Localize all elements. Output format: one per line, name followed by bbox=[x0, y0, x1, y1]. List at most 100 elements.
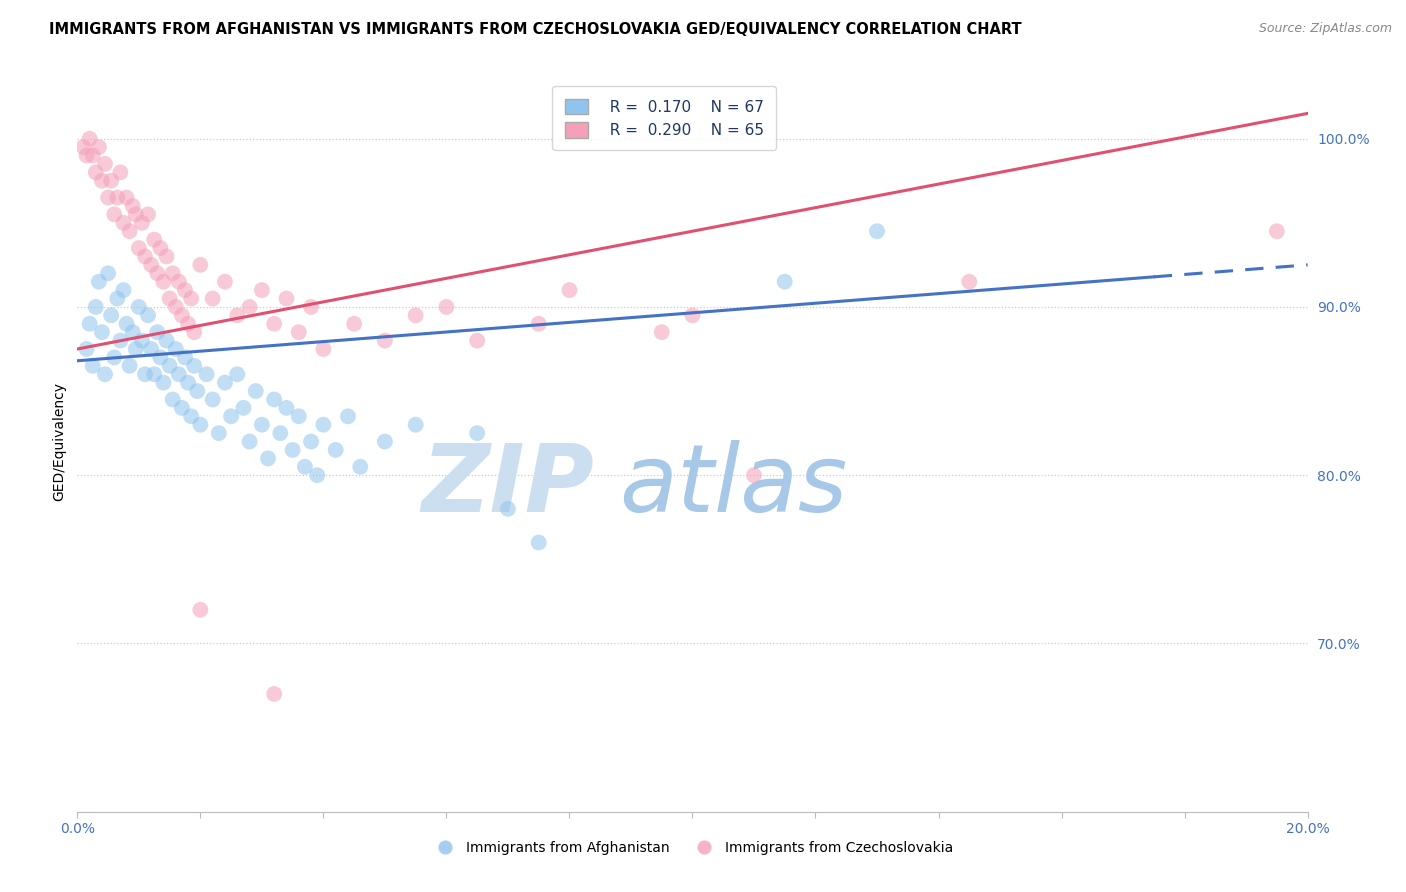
Point bbox=[167, 368, 190, 382]
Point bbox=[276, 401, 298, 415]
Y-axis label: GED/Equivalency: GED/Equivalency bbox=[52, 382, 66, 501]
Point bbox=[232, 401, 254, 415]
Point bbox=[94, 157, 117, 171]
Point bbox=[105, 190, 128, 204]
Point bbox=[219, 409, 242, 424]
Point bbox=[159, 292, 181, 306]
Point bbox=[263, 392, 285, 407]
Point bbox=[527, 535, 550, 549]
Point bbox=[170, 401, 193, 415]
Point bbox=[110, 165, 132, 179]
Point bbox=[288, 325, 311, 339]
Point bbox=[110, 334, 132, 348]
Point bbox=[226, 368, 249, 382]
Point bbox=[465, 426, 488, 441]
Point bbox=[136, 309, 159, 323]
Point bbox=[84, 165, 107, 179]
Point bbox=[170, 309, 193, 323]
Point bbox=[343, 317, 366, 331]
Point bbox=[180, 409, 202, 424]
Point bbox=[325, 442, 347, 457]
Point bbox=[152, 275, 174, 289]
Point bbox=[177, 317, 200, 331]
Point bbox=[281, 442, 304, 457]
Point bbox=[682, 309, 704, 323]
Point bbox=[167, 275, 190, 289]
Point bbox=[188, 417, 212, 432]
Point bbox=[115, 190, 138, 204]
Point bbox=[263, 317, 285, 331]
Point bbox=[134, 368, 156, 382]
Point bbox=[90, 325, 114, 339]
Point bbox=[121, 325, 143, 339]
Point bbox=[742, 468, 765, 483]
Point bbox=[97, 266, 120, 280]
Point bbox=[257, 451, 280, 466]
Point bbox=[374, 334, 396, 348]
Point bbox=[558, 283, 581, 297]
Point bbox=[651, 325, 673, 339]
Legend: Immigrants from Afghanistan, Immigrants from Czechoslovakia: Immigrants from Afghanistan, Immigrants … bbox=[426, 835, 959, 860]
Point bbox=[174, 283, 197, 297]
Point bbox=[165, 342, 187, 356]
Point bbox=[118, 359, 141, 373]
Point bbox=[312, 417, 335, 432]
Point bbox=[115, 317, 138, 331]
Text: ZIP: ZIP bbox=[422, 440, 595, 532]
Point bbox=[82, 359, 104, 373]
Point bbox=[374, 434, 396, 449]
Point bbox=[294, 459, 316, 474]
Point bbox=[465, 334, 488, 348]
Point bbox=[496, 501, 519, 516]
Point bbox=[159, 359, 181, 373]
Point bbox=[349, 459, 371, 474]
Point bbox=[76, 148, 98, 162]
Point bbox=[90, 174, 114, 188]
Point bbox=[405, 417, 427, 432]
Point bbox=[72, 140, 94, 154]
Point bbox=[128, 241, 150, 255]
Point bbox=[79, 131, 101, 145]
Point bbox=[79, 317, 101, 331]
Point bbox=[162, 392, 184, 407]
Point bbox=[165, 300, 187, 314]
Point bbox=[76, 342, 98, 356]
Point bbox=[105, 292, 128, 306]
Point bbox=[773, 275, 796, 289]
Point bbox=[337, 409, 360, 424]
Point bbox=[188, 603, 212, 617]
Point bbox=[1265, 224, 1288, 238]
Point bbox=[263, 687, 285, 701]
Point bbox=[201, 392, 224, 407]
Point bbox=[87, 275, 110, 289]
Point bbox=[250, 417, 273, 432]
Point bbox=[250, 283, 273, 297]
Point bbox=[299, 300, 322, 314]
Point bbox=[125, 342, 148, 356]
Point bbox=[155, 334, 177, 348]
Point bbox=[125, 207, 148, 221]
Point bbox=[143, 368, 166, 382]
Point bbox=[100, 174, 122, 188]
Point bbox=[405, 309, 427, 323]
Point bbox=[112, 283, 135, 297]
Point bbox=[180, 292, 202, 306]
Point bbox=[143, 233, 166, 247]
Point bbox=[269, 426, 291, 441]
Point bbox=[128, 300, 150, 314]
Point bbox=[299, 434, 322, 449]
Point bbox=[162, 266, 184, 280]
Point bbox=[201, 292, 224, 306]
Point bbox=[436, 300, 458, 314]
Point bbox=[288, 409, 311, 424]
Point bbox=[141, 342, 163, 356]
Point bbox=[214, 376, 236, 390]
Point bbox=[226, 309, 249, 323]
Point bbox=[152, 376, 174, 390]
Point bbox=[141, 258, 163, 272]
Point bbox=[174, 351, 197, 365]
Point bbox=[149, 241, 172, 255]
Point bbox=[183, 325, 205, 339]
Text: atlas: atlas bbox=[619, 441, 846, 532]
Point bbox=[131, 334, 153, 348]
